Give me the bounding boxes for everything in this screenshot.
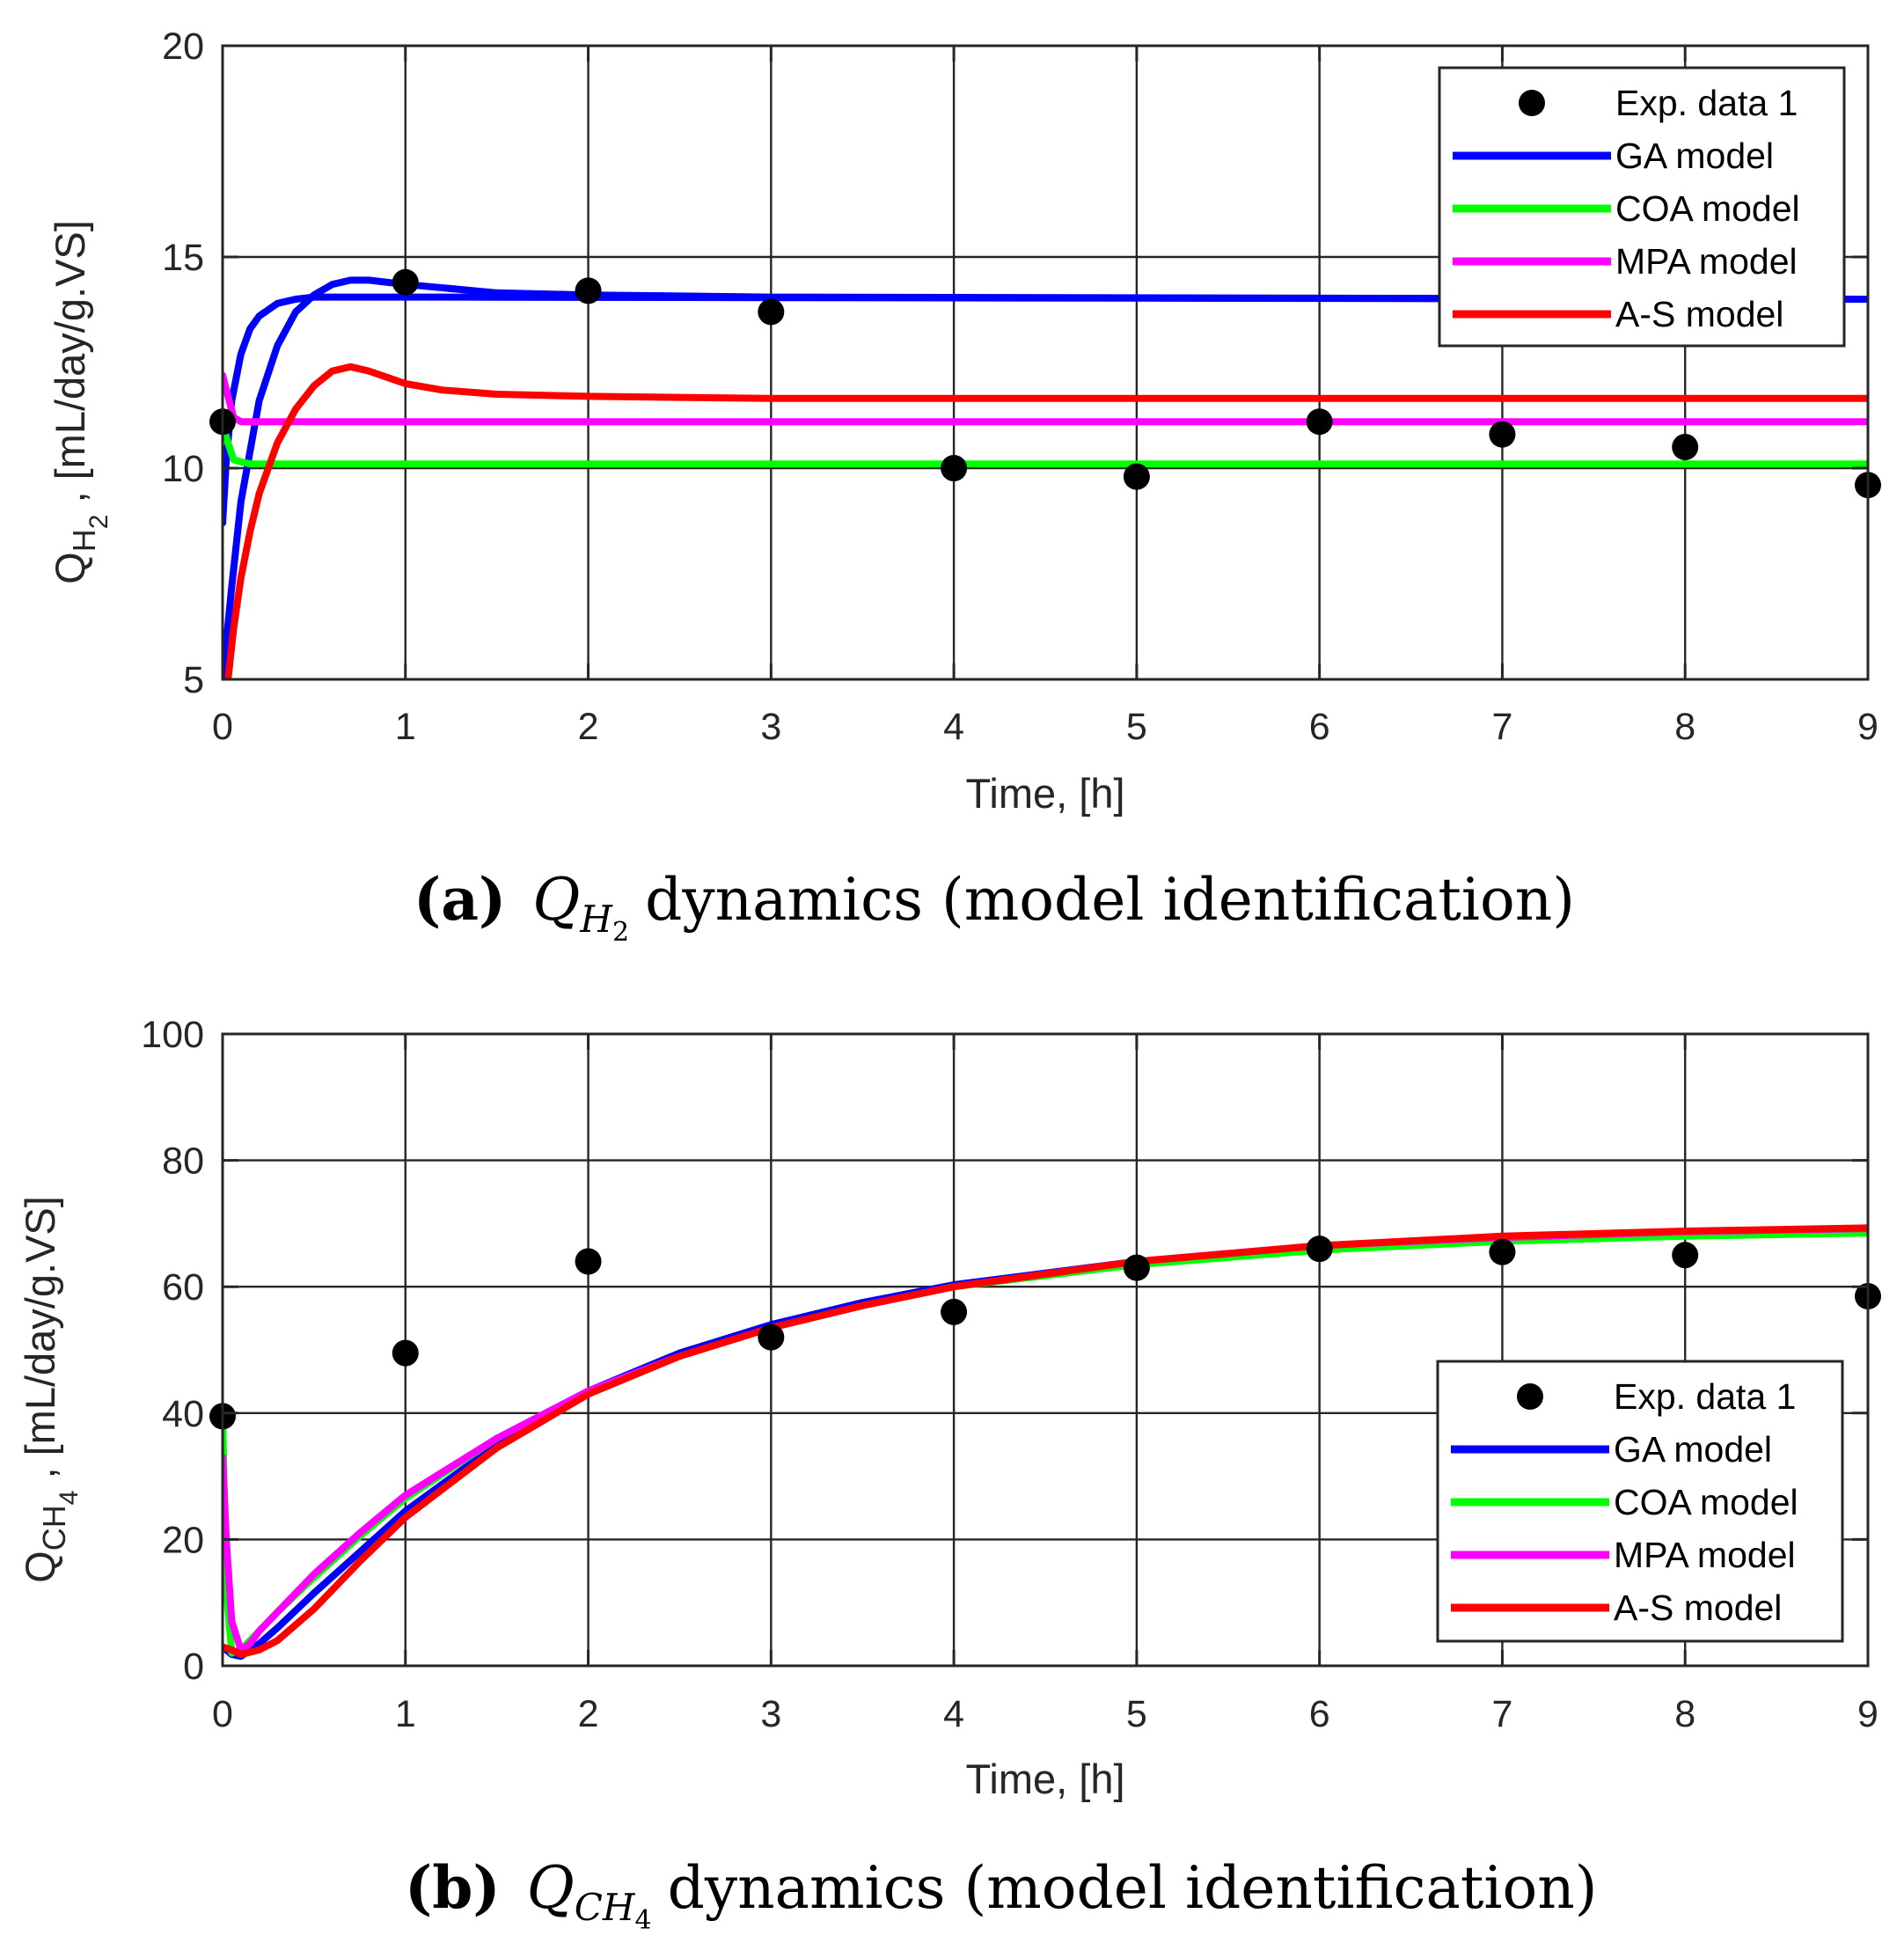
- y-label-units: [mL/day/g.VS]: [47, 220, 93, 480]
- series-line-coa-model: [223, 422, 1868, 468]
- legend-label: Exp. data 1: [1614, 1376, 1796, 1417]
- x-tick-label: 4: [943, 706, 964, 748]
- data-point: [941, 1298, 968, 1325]
- y-tick-label: 60: [162, 1266, 204, 1309]
- caption-subscript: CH: [575, 1886, 636, 1929]
- x-tick-label: 6: [1309, 706, 1330, 748]
- panel-caption: (a) QH2 dynamics (model identification): [414, 865, 1575, 948]
- legend: Exp. data 1 GA model COA model MPA model A-S…: [1438, 66, 1846, 348]
- x-tick-label: 5: [1126, 1693, 1147, 1735]
- x-tick-label: 3: [760, 1693, 781, 1735]
- data-point: [392, 1339, 419, 1367]
- y-label-subsubscript: 4: [55, 1491, 84, 1506]
- x-tick-label: 6: [1309, 1693, 1330, 1735]
- caption-subsubscript: 2: [612, 917, 629, 948]
- x-tick-label: 4: [943, 1693, 964, 1735]
- y-tick-label: 15: [162, 237, 204, 279]
- data-point: [1489, 1238, 1516, 1265]
- data-point: [1306, 408, 1333, 436]
- x-tick-label: 1: [395, 706, 416, 748]
- data-point: [941, 455, 968, 481]
- data-point: [1306, 1235, 1333, 1263]
- x-tick-label: 9: [1857, 706, 1878, 748]
- y-label-subscript: CH: [36, 1505, 72, 1551]
- legend-label: COA model: [1615, 188, 1800, 229]
- y-tick-label: 10: [162, 448, 204, 490]
- x-tick-label: 2: [578, 706, 599, 748]
- caption-subscript: H: [579, 898, 613, 941]
- legend-label: COA model: [1614, 1482, 1798, 1522]
- y-tick-label: 20: [162, 26, 204, 68]
- y-axis-label: QCH4 , [mL/day/g.VS]: [17, 1196, 84, 1583]
- axes-frame: [221, 1032, 1870, 1668]
- caption-symbol: Q: [532, 866, 580, 934]
- data-point: [392, 268, 419, 296]
- data-point: [1489, 421, 1516, 448]
- legend-label: A-S model: [1615, 294, 1783, 334]
- data-point: [758, 1323, 785, 1351]
- x-tick-label: 8: [1674, 1693, 1695, 1735]
- y-label-separator: ,: [47, 480, 93, 514]
- legend-label: Exp. data 1: [1615, 83, 1798, 123]
- caption-symbol: Q: [527, 1854, 575, 1922]
- caption-label: (a): [414, 865, 506, 934]
- panel-caption: (b) QCH4 dynamics (model identification): [405, 1853, 1597, 1936]
- y-axis-label: QH2 , [mL/day/g.VS]: [47, 220, 114, 584]
- data-point: [575, 1248, 602, 1275]
- data-point: [1123, 1254, 1150, 1281]
- legend: Exp. data 1 GA model COA model MPA model A-S…: [1436, 1360, 1844, 1643]
- data-point: [1123, 463, 1150, 490]
- series-group: [223, 276, 1868, 679]
- axes-frame: [221, 44, 1870, 681]
- y-tick-label: 100: [141, 1014, 204, 1056]
- legend-marker: [1519, 90, 1545, 116]
- y-label-separator: ,: [17, 1455, 63, 1490]
- x-tick-label: 5: [1126, 706, 1147, 748]
- data-point: [575, 277, 602, 304]
- series-line-mpa-model: [223, 371, 1868, 426]
- legend-label: MPA model: [1615, 241, 1798, 282]
- y-label-symbol: Q: [17, 1551, 63, 1583]
- y-label-symbol: Q: [47, 552, 93, 584]
- caption-text: dynamics (model identification): [668, 1854, 1598, 1922]
- legend-label: GA model: [1614, 1429, 1772, 1470]
- y-label-units: [mL/day/g.VS]: [17, 1196, 63, 1455]
- data-point: [1672, 1242, 1699, 1269]
- y-tick-label: 40: [162, 1393, 204, 1435]
- legend-label: A-S model: [1614, 1587, 1782, 1628]
- x-tick-label: 3: [760, 706, 781, 748]
- x-tick-label: 0: [212, 706, 233, 748]
- x-tick-label: 0: [212, 1693, 233, 1735]
- y-tick-label: 20: [162, 1519, 204, 1561]
- x-tick-label: 2: [578, 1693, 599, 1735]
- y-label-subscript: H: [66, 529, 102, 552]
- x-tick-label: 7: [1491, 1693, 1512, 1735]
- series-line-a-s-model: [224, 363, 1868, 679]
- legend-marker: [1517, 1383, 1543, 1410]
- caption-text: dynamics (model identification): [645, 866, 1575, 934]
- legend-label: GA model: [1615, 136, 1774, 176]
- caption-subsubscript: 4: [634, 1905, 651, 1936]
- y-label-subsubscript: 2: [84, 515, 114, 530]
- y-tick-label: 0: [183, 1646, 204, 1688]
- legend-label: MPA model: [1614, 1535, 1796, 1575]
- x-tick-label: 1: [395, 1693, 416, 1735]
- data-point: [1672, 434, 1699, 460]
- caption-label: (b): [405, 1853, 501, 1922]
- x-axis-label: Time, [h]: [965, 1756, 1124, 1802]
- y-tick-label: 80: [162, 1140, 204, 1183]
- x-tick-label: 7: [1491, 706, 1512, 748]
- y-tick-label: 5: [183, 659, 204, 701]
- data-point: [758, 298, 785, 326]
- x-tick-label: 9: [1857, 1693, 1878, 1735]
- x-axis-label: Time, [h]: [965, 770, 1124, 817]
- x-tick-label: 8: [1674, 706, 1695, 748]
